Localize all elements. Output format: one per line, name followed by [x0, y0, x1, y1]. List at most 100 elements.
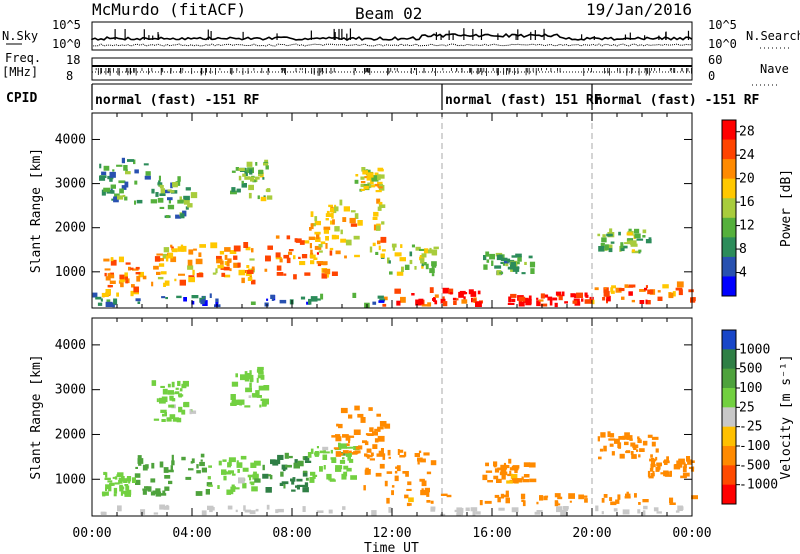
data-cell [496, 478, 502, 483]
data-cell [421, 265, 424, 269]
data-cell [651, 441, 656, 447]
data-cell [231, 170, 236, 173]
data-cell [160, 385, 165, 388]
data-cell [101, 292, 109, 297]
data-cell [562, 506, 569, 510]
data-cell [167, 190, 175, 193]
data-cell [137, 455, 142, 459]
data-cell [639, 289, 646, 292]
data-cell [242, 467, 249, 472]
data-cell [527, 299, 532, 305]
colorbar-tick-label: 28 [739, 125, 755, 140]
data-cell [131, 284, 135, 288]
data-cell [430, 460, 437, 466]
data-cell [377, 240, 381, 245]
data-cell [119, 484, 123, 489]
data-cell [325, 218, 329, 221]
data-cell [258, 385, 265, 391]
data-cell [683, 464, 687, 469]
data-cell [328, 509, 333, 514]
data-cell [246, 269, 254, 274]
data-cell [372, 431, 376, 435]
data-cell [114, 193, 120, 199]
data-cell [515, 261, 520, 265]
data-cell [314, 216, 318, 222]
data-cell [634, 228, 640, 234]
colorbar-label: Velocity [m s⁻¹] [779, 354, 794, 479]
data-cell [199, 244, 206, 248]
data-cell [354, 405, 360, 411]
data-cell [313, 257, 318, 260]
data-cell [296, 478, 303, 482]
data-cell [472, 511, 476, 516]
data-cell [378, 201, 383, 205]
data-cell [233, 245, 241, 252]
data-cell [161, 419, 166, 422]
data-cell [294, 459, 298, 464]
data-cell [335, 436, 342, 442]
data-cell [243, 505, 246, 511]
data-cell [266, 195, 273, 200]
data-cell [511, 255, 518, 258]
data-cell [655, 448, 659, 453]
data-cell [142, 275, 147, 280]
data-cell [166, 215, 170, 219]
data-cell [676, 460, 680, 465]
data-cell [219, 250, 225, 255]
data-cell [370, 452, 374, 457]
data-cell [460, 512, 463, 516]
data-cell [270, 294, 275, 299]
data-cell [112, 169, 115, 172]
data-cell [125, 171, 131, 175]
data-cell [482, 474, 488, 481]
data-cell [105, 487, 108, 491]
cpid-label: CPID [6, 91, 37, 106]
data-cell [405, 471, 409, 477]
data-cell [604, 287, 607, 290]
data-cell [159, 193, 166, 196]
data-cell [578, 494, 584, 500]
data-cell [381, 221, 385, 225]
data-cell [125, 276, 128, 280]
data-cell [262, 177, 265, 180]
data-cell [113, 487, 118, 494]
data-cell [316, 233, 320, 240]
data-cell [392, 245, 396, 251]
data-cell [374, 438, 379, 443]
data-cell [244, 171, 248, 176]
y-tick-label: 4000 [55, 132, 86, 147]
data-cell [165, 297, 168, 300]
data-cell [382, 303, 387, 307]
data-cell [345, 239, 352, 246]
data-cell [220, 260, 224, 265]
data-cell [645, 239, 652, 244]
data-cell [626, 238, 633, 242]
data-cell [400, 296, 406, 303]
data-cell [377, 206, 382, 211]
data-cell [419, 248, 425, 251]
data-cell [380, 253, 385, 258]
data-cell [163, 247, 170, 253]
data-cell [230, 402, 234, 406]
data-cell [669, 470, 672, 477]
data-cell [404, 264, 410, 270]
data-cell [120, 491, 123, 496]
data-cell [144, 486, 148, 489]
data-cell [119, 485, 122, 492]
data-cell [375, 472, 382, 477]
data-cell [650, 454, 653, 458]
data-cell [470, 507, 478, 512]
data-cell [237, 399, 245, 405]
data-cell [511, 478, 519, 481]
data-cell [176, 295, 182, 299]
data-cell [391, 490, 394, 496]
nsearch-tick-bottom: 10^0 [708, 37, 737, 51]
data-cell [123, 478, 128, 483]
data-cell [247, 474, 254, 478]
data-cell [418, 298, 424, 305]
data-cell [378, 450, 382, 457]
data-cell [244, 405, 251, 408]
data-cell [639, 300, 645, 304]
data-cell [431, 273, 435, 277]
